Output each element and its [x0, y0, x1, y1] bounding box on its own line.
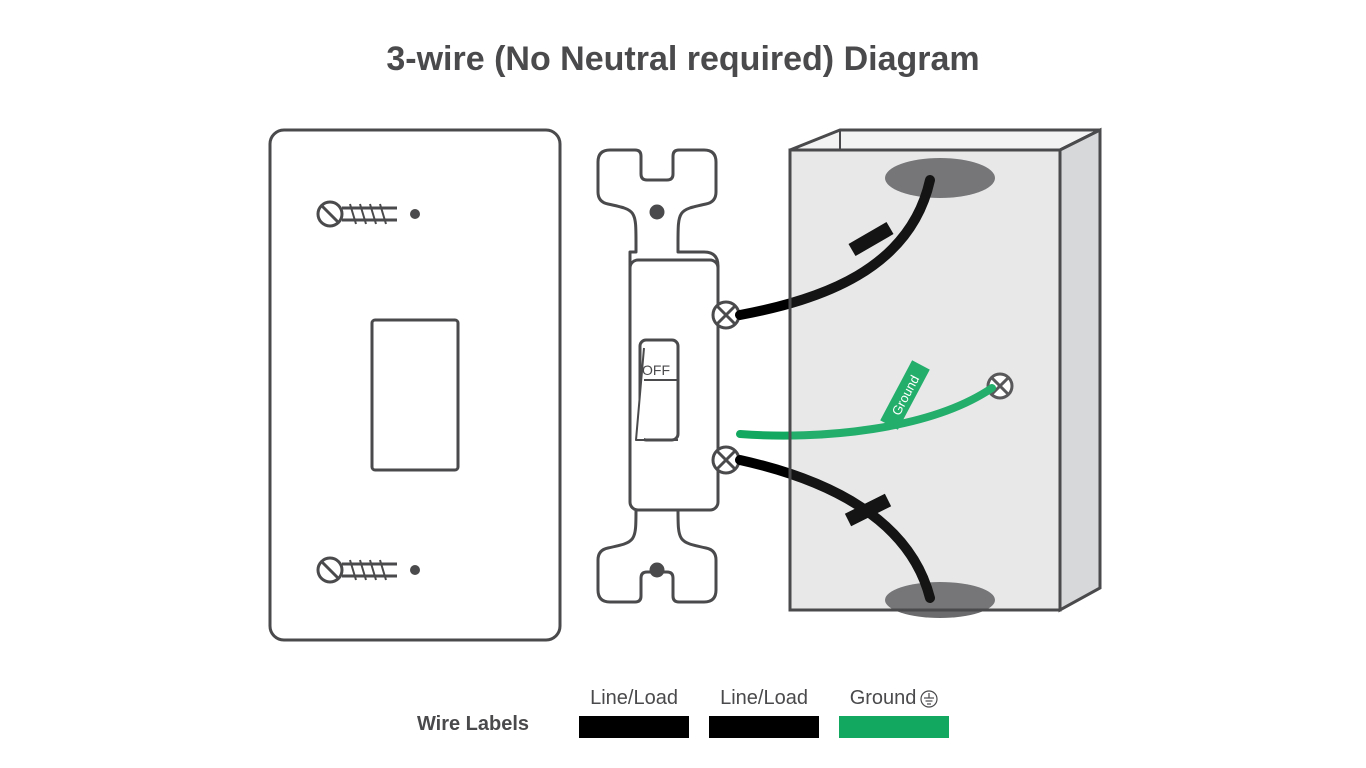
- diagram: OFF Ground: [0, 120, 1366, 660]
- diagram-title: 3-wire (No Neutral required) Diagram: [0, 40, 1366, 79]
- ground-icon: [920, 690, 938, 708]
- wall-plate: [270, 130, 560, 640]
- wire-legend: Wire Labels Line/Load Line/Load Ground: [0, 687, 1366, 738]
- legend-item-ground: Ground: [839, 687, 949, 738]
- legend-title: Wire Labels: [417, 713, 529, 738]
- swatch-ground: [839, 716, 949, 738]
- legend-item-line1: Line/Load: [579, 687, 689, 738]
- swatch-line1: [579, 716, 689, 738]
- switch-yoke: OFF: [598, 150, 739, 602]
- box-front-frame: [790, 150, 1060, 610]
- legend-item-line2: Line/Load: [709, 687, 819, 738]
- swatch-line2: [709, 716, 819, 738]
- switch-off-label: OFF: [642, 362, 670, 378]
